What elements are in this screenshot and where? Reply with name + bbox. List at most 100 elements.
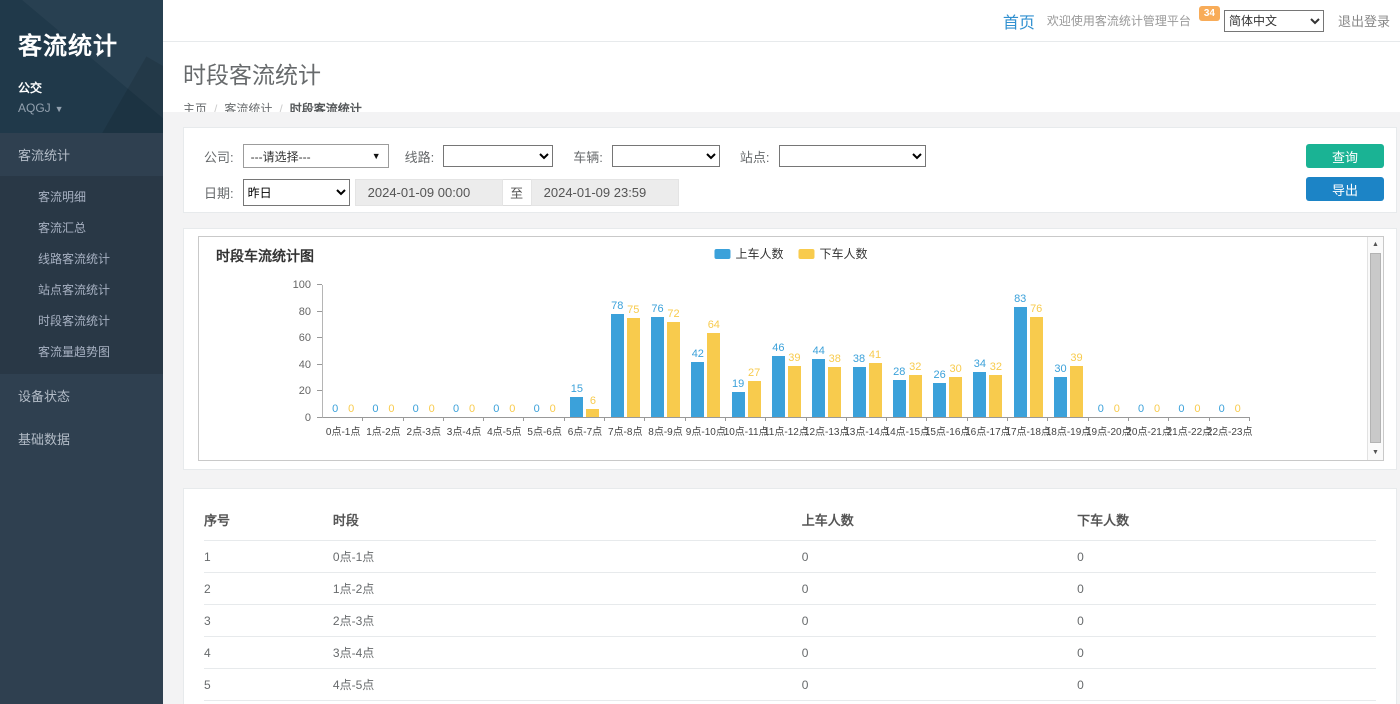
bar-value-label: 0 bbox=[534, 403, 540, 415]
table-row[interactable]: 65点-6点00 bbox=[204, 701, 1376, 704]
bar-value-label: 0 bbox=[372, 403, 378, 415]
bar[interactable]: 76 bbox=[651, 317, 664, 417]
bar-value-label: 0 bbox=[1098, 403, 1104, 415]
bar-value-label: 0 bbox=[1138, 403, 1144, 415]
bar-group: 003点-4点 bbox=[444, 285, 484, 417]
chart-plot: 000点-1点001点-2点002点-3点003点-4点004点-5点005点-… bbox=[322, 285, 1250, 418]
table-row[interactable]: 43点-4点00 bbox=[204, 637, 1376, 669]
scrollbar-down-icon[interactable]: ▼ bbox=[1368, 445, 1383, 460]
line-select[interactable] bbox=[443, 145, 553, 167]
bar[interactable]: 26 bbox=[933, 383, 946, 417]
bar[interactable]: 44 bbox=[812, 359, 825, 417]
bar[interactable]: 78 bbox=[611, 314, 624, 417]
company-select-value: ---请选择--- bbox=[251, 148, 311, 165]
sidebar-item[interactable]: 站点客流统计 bbox=[0, 274, 163, 305]
bar[interactable]: 6 bbox=[586, 409, 599, 417]
legend-item[interactable]: 上车人数 bbox=[714, 245, 783, 262]
x-category-label: 2点-3点 bbox=[407, 423, 441, 438]
home-link[interactable]: 首页 bbox=[1003, 9, 1035, 33]
bar[interactable]: 42 bbox=[691, 362, 704, 417]
x-category-label: 1点-2点 bbox=[366, 423, 400, 438]
bar[interactable]: 38 bbox=[853, 367, 866, 417]
date-preset-select[interactable]: 昨日 bbox=[243, 179, 350, 206]
bar-value-label: 38 bbox=[853, 353, 865, 365]
date-from-input[interactable] bbox=[355, 179, 503, 206]
table-row[interactable]: 21点-2点00 bbox=[204, 573, 1376, 605]
sidebar-item[interactable]: 时段客流统计 bbox=[0, 305, 163, 336]
table-row[interactable]: 54点-5点00 bbox=[204, 669, 1376, 701]
bar[interactable]: 28 bbox=[893, 380, 906, 417]
date-to-input[interactable] bbox=[531, 179, 679, 206]
bar-value-label: 76 bbox=[651, 303, 663, 315]
y-tick-label: 40 bbox=[299, 359, 311, 371]
table-cell: 0 bbox=[1077, 701, 1376, 704]
bar[interactable]: 41 bbox=[869, 363, 882, 417]
legend-label: 上车人数 bbox=[735, 245, 783, 262]
bar-group: 42649点-10点 bbox=[686, 285, 726, 417]
user-menu[interactable]: AQGJ▼ bbox=[18, 101, 145, 115]
bar[interactable]: 39 bbox=[1070, 366, 1083, 417]
bar[interactable]: 30 bbox=[949, 377, 962, 417]
table-row[interactable]: 32点-3点00 bbox=[204, 605, 1376, 637]
bar[interactable]: 83 bbox=[1014, 307, 1027, 417]
export-button[interactable]: 导出 bbox=[1306, 177, 1384, 201]
bar-value-label: 0 bbox=[469, 403, 475, 415]
table-cell: 2 bbox=[204, 573, 333, 605]
x-category-label: 18点-19点 bbox=[1046, 423, 1092, 438]
table-cell: 0 bbox=[1077, 573, 1376, 605]
language-select[interactable]: 简体中文 bbox=[1224, 10, 1324, 32]
bar[interactable]: 32 bbox=[989, 375, 1002, 417]
table-cell: 2点-3点 bbox=[333, 605, 802, 637]
legend-item[interactable]: 下车人数 bbox=[799, 245, 868, 262]
bar[interactable]: 39 bbox=[788, 366, 801, 417]
bar[interactable]: 34 bbox=[973, 372, 986, 417]
bar-group: 0020点-21点 bbox=[1129, 285, 1169, 417]
vehicle-select[interactable] bbox=[612, 145, 720, 167]
station-select[interactable] bbox=[779, 145, 926, 167]
sidebar-section[interactable]: 基础数据 bbox=[0, 417, 163, 460]
bar-group: 343216点-17点 bbox=[968, 285, 1008, 417]
logout-link[interactable]: 退出登录 bbox=[1338, 11, 1390, 30]
y-tick-label: 0 bbox=[305, 412, 311, 424]
sidebar-item[interactable]: 客流明细 bbox=[0, 181, 163, 212]
notification-badge[interactable]: 34 bbox=[1199, 6, 1220, 21]
table-cell: 0 bbox=[802, 669, 1077, 701]
bar[interactable]: 15 bbox=[570, 397, 583, 417]
bar[interactable]: 19 bbox=[732, 392, 745, 417]
bar[interactable]: 30 bbox=[1054, 377, 1067, 417]
bar[interactable]: 32 bbox=[909, 375, 922, 417]
x-category-label: 0点-1点 bbox=[326, 423, 360, 438]
table-cell: 3点-4点 bbox=[333, 637, 802, 669]
chart-scrollbar[interactable]: ▲ ▼ bbox=[1367, 237, 1383, 460]
sidebar-nav: 客流统计客流明细客流汇总线路客流统计站点客流统计时段客流统计客流量趋势图设备状态… bbox=[0, 133, 163, 460]
y-tick-label: 100 bbox=[293, 279, 311, 291]
bar[interactable]: 64 bbox=[707, 333, 720, 417]
sidebar-section[interactable]: 客流统计 bbox=[0, 133, 163, 176]
legend-swatch bbox=[714, 249, 730, 259]
bar[interactable]: 75 bbox=[627, 318, 640, 417]
query-button[interactable]: 查询 bbox=[1306, 144, 1384, 168]
sidebar-section[interactable]: 设备状态 bbox=[0, 374, 163, 417]
x-category-label: 22点-23点 bbox=[1207, 423, 1253, 438]
sidebar-item[interactable]: 客流汇总 bbox=[0, 212, 163, 243]
vehicle-label: 车辆: bbox=[573, 147, 603, 166]
sidebar-item[interactable]: 线路客流统计 bbox=[0, 243, 163, 274]
bar[interactable]: 46 bbox=[772, 356, 785, 417]
bar[interactable]: 72 bbox=[667, 322, 680, 417]
scrollbar-thumb[interactable] bbox=[1370, 253, 1381, 443]
table-cell: 0 bbox=[1077, 605, 1376, 637]
bar[interactable]: 38 bbox=[828, 367, 841, 417]
bar-group: 002点-3点 bbox=[404, 285, 444, 417]
bar-value-label: 32 bbox=[909, 361, 921, 373]
bar[interactable]: 27 bbox=[748, 381, 761, 417]
bar-value-label: 78 bbox=[611, 300, 623, 312]
sidebar-logo-block: 客流统计 公交 AQGJ▼ bbox=[0, 0, 163, 133]
x-category-label: 15点-16点 bbox=[925, 423, 971, 438]
company-select[interactable]: ---请选择--- ▼ bbox=[243, 144, 389, 168]
sidebar-item[interactable]: 客流量趋势图 bbox=[0, 336, 163, 367]
bar[interactable]: 76 bbox=[1030, 317, 1043, 417]
table-row[interactable]: 10点-1点00 bbox=[204, 541, 1376, 573]
bar-value-label: 19 bbox=[732, 378, 744, 390]
scrollbar-up-icon[interactable]: ▲ bbox=[1368, 237, 1383, 252]
column-header: 上车人数 bbox=[802, 497, 1077, 541]
